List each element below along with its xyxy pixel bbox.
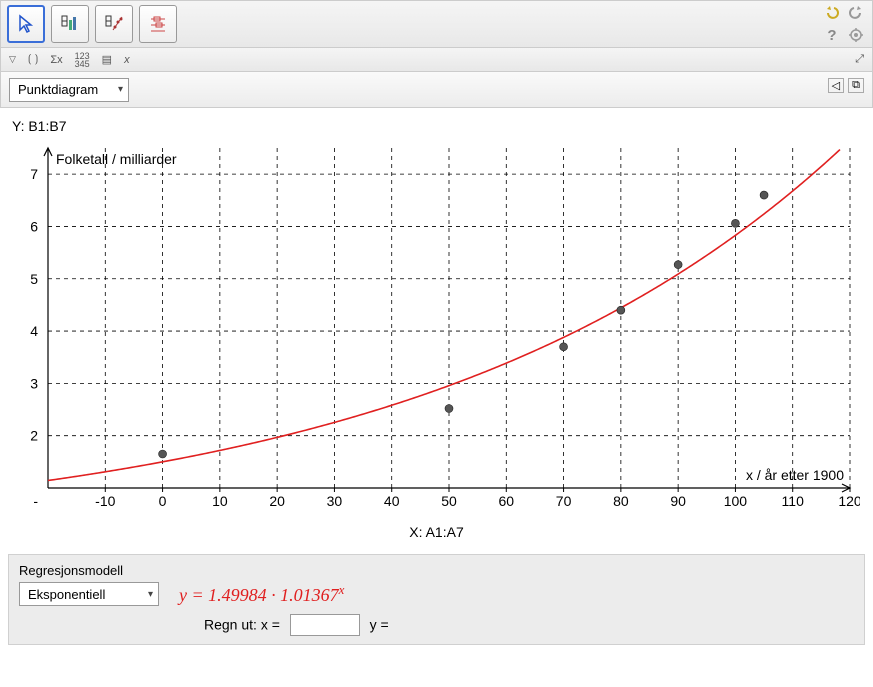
svg-text:-: -	[33, 493, 38, 509]
fraction-icon[interactable]: 123345	[75, 52, 90, 68]
svg-text:20: 20	[269, 493, 285, 509]
regression-title: Regresjonsmodell	[19, 563, 854, 578]
svg-text:40: 40	[384, 493, 400, 509]
chart-type-toolbar: Punktdiagram ◁ ⧉	[0, 72, 873, 108]
regression-equation: y = 1.49984 · 1.01367x	[179, 582, 344, 606]
svg-text:0: 0	[159, 493, 167, 509]
main-toolbar: ?	[0, 0, 873, 48]
svg-text:100: 100	[724, 493, 748, 509]
svg-text:120: 120	[838, 493, 860, 509]
svg-text:x / år etter 1900: x / år etter 1900	[746, 467, 844, 483]
svg-text:10: 10	[212, 493, 228, 509]
x-icon[interactable]: x	[124, 54, 130, 66]
secondary-toolbar: ▽ ⟮ ⟯ Σx 123345 ▤ x ⤢	[0, 48, 873, 72]
regression-panel: Regresjonsmodell Eksponentiell y = 1.499…	[8, 554, 865, 645]
scatter-chart: 2 3 4 5 6 7 -10 0 10 20 30 40 50 60 70 80 90 100 110 120 - Fo…	[12, 138, 860, 518]
svg-text:3: 3	[30, 375, 38, 391]
svg-text:6: 6	[30, 218, 38, 234]
svg-text:110: 110	[782, 493, 805, 509]
undo-icon[interactable]	[822, 3, 842, 23]
bar-chart-tool-button[interactable]	[51, 5, 89, 43]
regression-type-label: Eksponentiell	[28, 587, 105, 602]
svg-text:7: 7	[30, 166, 38, 182]
y-range-label: Y: B1:B7	[12, 118, 861, 134]
svg-text:30: 30	[327, 493, 343, 509]
chart-type-label: Punktdiagram	[18, 82, 98, 97]
calc-y-label: y =	[370, 617, 389, 633]
chart-area: Y: B1:B7 2 3 4 5 6 7 -10 0 10 20 30 40 50 60 70 80 90 100…	[0, 108, 873, 550]
svg-text:60: 60	[498, 493, 514, 509]
svg-text:90: 90	[670, 493, 686, 509]
chart-type-dropdown[interactable]: Punktdiagram	[9, 78, 129, 102]
x-range-label: X: A1:A7	[12, 524, 861, 540]
back-icon[interactable]: ◁	[828, 78, 844, 93]
svg-text:5: 5	[30, 271, 38, 287]
svg-text:80: 80	[613, 493, 629, 509]
svg-text:4: 4	[30, 323, 38, 339]
brackets-icon[interactable]: ⟮ ⟯	[28, 53, 38, 66]
gear-icon[interactable]	[846, 25, 866, 45]
redo-icon[interactable]	[846, 3, 866, 23]
collapse-icon[interactable]: ⤢	[855, 53, 864, 66]
dropdown-indicator[interactable]: ▽	[9, 54, 16, 65]
svg-text:50: 50	[441, 493, 457, 509]
popout-icon[interactable]: ⧉	[848, 78, 864, 93]
stats-tool-button[interactable]	[139, 5, 177, 43]
pointer-tool-button[interactable]	[7, 5, 45, 43]
calc-row: Regn ut: x = y =	[204, 614, 854, 636]
svg-text:Folketall / milliarder: Folketall / milliarder	[56, 151, 177, 167]
scatter-tool-button[interactable]	[95, 5, 133, 43]
help-icon[interactable]: ?	[822, 25, 842, 45]
svg-text:70: 70	[556, 493, 572, 509]
calc-x-label: Regn ut: x =	[204, 617, 280, 633]
regression-type-dropdown[interactable]: Eksponentiell	[19, 582, 159, 606]
stack-icon[interactable]: ▤	[102, 53, 112, 66]
svg-text:-10: -10	[95, 493, 115, 509]
svg-text:2: 2	[30, 428, 38, 444]
calc-x-input[interactable]	[290, 614, 360, 636]
chart-container: 2 3 4 5 6 7 -10 0 10 20 30 40 50 60 70 80 90 100 110 120 - Fo…	[12, 138, 860, 518]
sigma-icon[interactable]: Σx	[50, 54, 62, 66]
